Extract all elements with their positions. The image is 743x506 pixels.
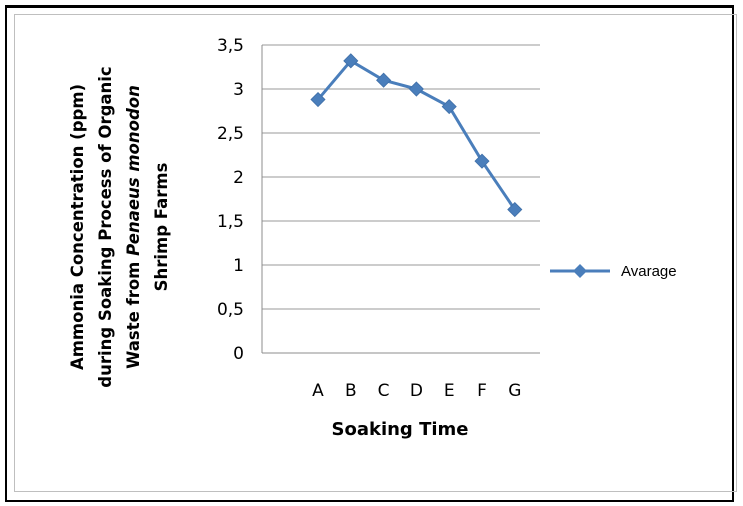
y-axis-label-segment: Shrimp Farms xyxy=(152,162,171,291)
y-axis-label-line: Shrimp Farms xyxy=(152,162,171,291)
y-tick-label: 1,5 xyxy=(217,212,244,232)
y-tick-label: 0 xyxy=(233,344,244,364)
y-axis-label-segment: during Soaking Process of Organic xyxy=(96,66,115,387)
y-axis-label-line: Ammonia Concentration (ppm) xyxy=(68,84,87,370)
data-point xyxy=(441,99,457,115)
y-axis-label: Ammonia Concentration (ppm) during Soakin… xyxy=(68,66,171,387)
y-axis-label-line: Waste from Penaeus monodon xyxy=(124,85,143,369)
y-tick-label: 2 xyxy=(233,168,244,188)
series-group xyxy=(310,53,523,218)
x-tick-label: B xyxy=(345,381,357,401)
y-axis-label-italic: Penaeus monodon xyxy=(124,85,143,256)
axes xyxy=(261,45,540,354)
chart-area-border xyxy=(14,14,737,492)
data-point xyxy=(474,153,490,169)
data-point xyxy=(376,72,392,88)
y-axis-label-segment: Ammonia Concentration (ppm) xyxy=(68,84,87,370)
y-axis-label-line: during Soaking Process of Organic xyxy=(96,66,115,387)
chart-frame xyxy=(5,5,734,502)
x-tick-label: G xyxy=(508,381,521,401)
x-axis-label: Soaking Time xyxy=(332,419,469,440)
legend-label: Avarage xyxy=(621,263,677,280)
gridlines xyxy=(262,44,540,310)
y-tick-label: 2,5 xyxy=(217,124,244,144)
x-tick-label: D xyxy=(410,381,423,401)
x-tick-label: C xyxy=(378,381,390,401)
data-point xyxy=(310,91,326,108)
y-tick-label: 0,5 xyxy=(217,300,244,320)
data-point xyxy=(343,53,359,69)
y-tick-label: 3,5 xyxy=(217,36,244,56)
data-point xyxy=(507,201,523,218)
x-tick-label: F xyxy=(477,381,487,401)
x-tick-label: E xyxy=(444,381,455,401)
data-point xyxy=(408,81,424,97)
y-tick-labels: 0 0,5 1 1,5 2 2,5 3 3,5 xyxy=(217,36,244,364)
y-tick-label: 1 xyxy=(233,256,244,276)
x-tick-label: A xyxy=(312,381,324,401)
y-tick-label: 3 xyxy=(233,80,244,100)
legend: Avarage xyxy=(550,263,677,280)
y-axis-label-segment: Waste from xyxy=(124,256,143,369)
legend-marker xyxy=(573,264,587,278)
